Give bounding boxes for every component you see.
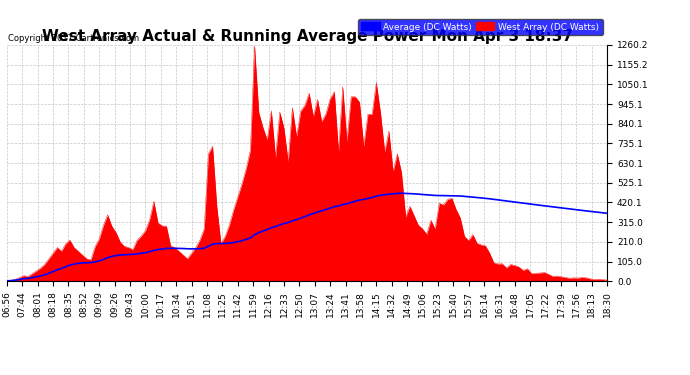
Legend: Average (DC Watts), West Array (DC Watts): Average (DC Watts), West Array (DC Watts…: [358, 19, 602, 35]
Text: Copyright 2017 Cartronics.com: Copyright 2017 Cartronics.com: [8, 34, 139, 43]
Title: West Array Actual & Running Average Power Mon Apr 3 18:37: West Array Actual & Running Average Powe…: [41, 29, 573, 44]
